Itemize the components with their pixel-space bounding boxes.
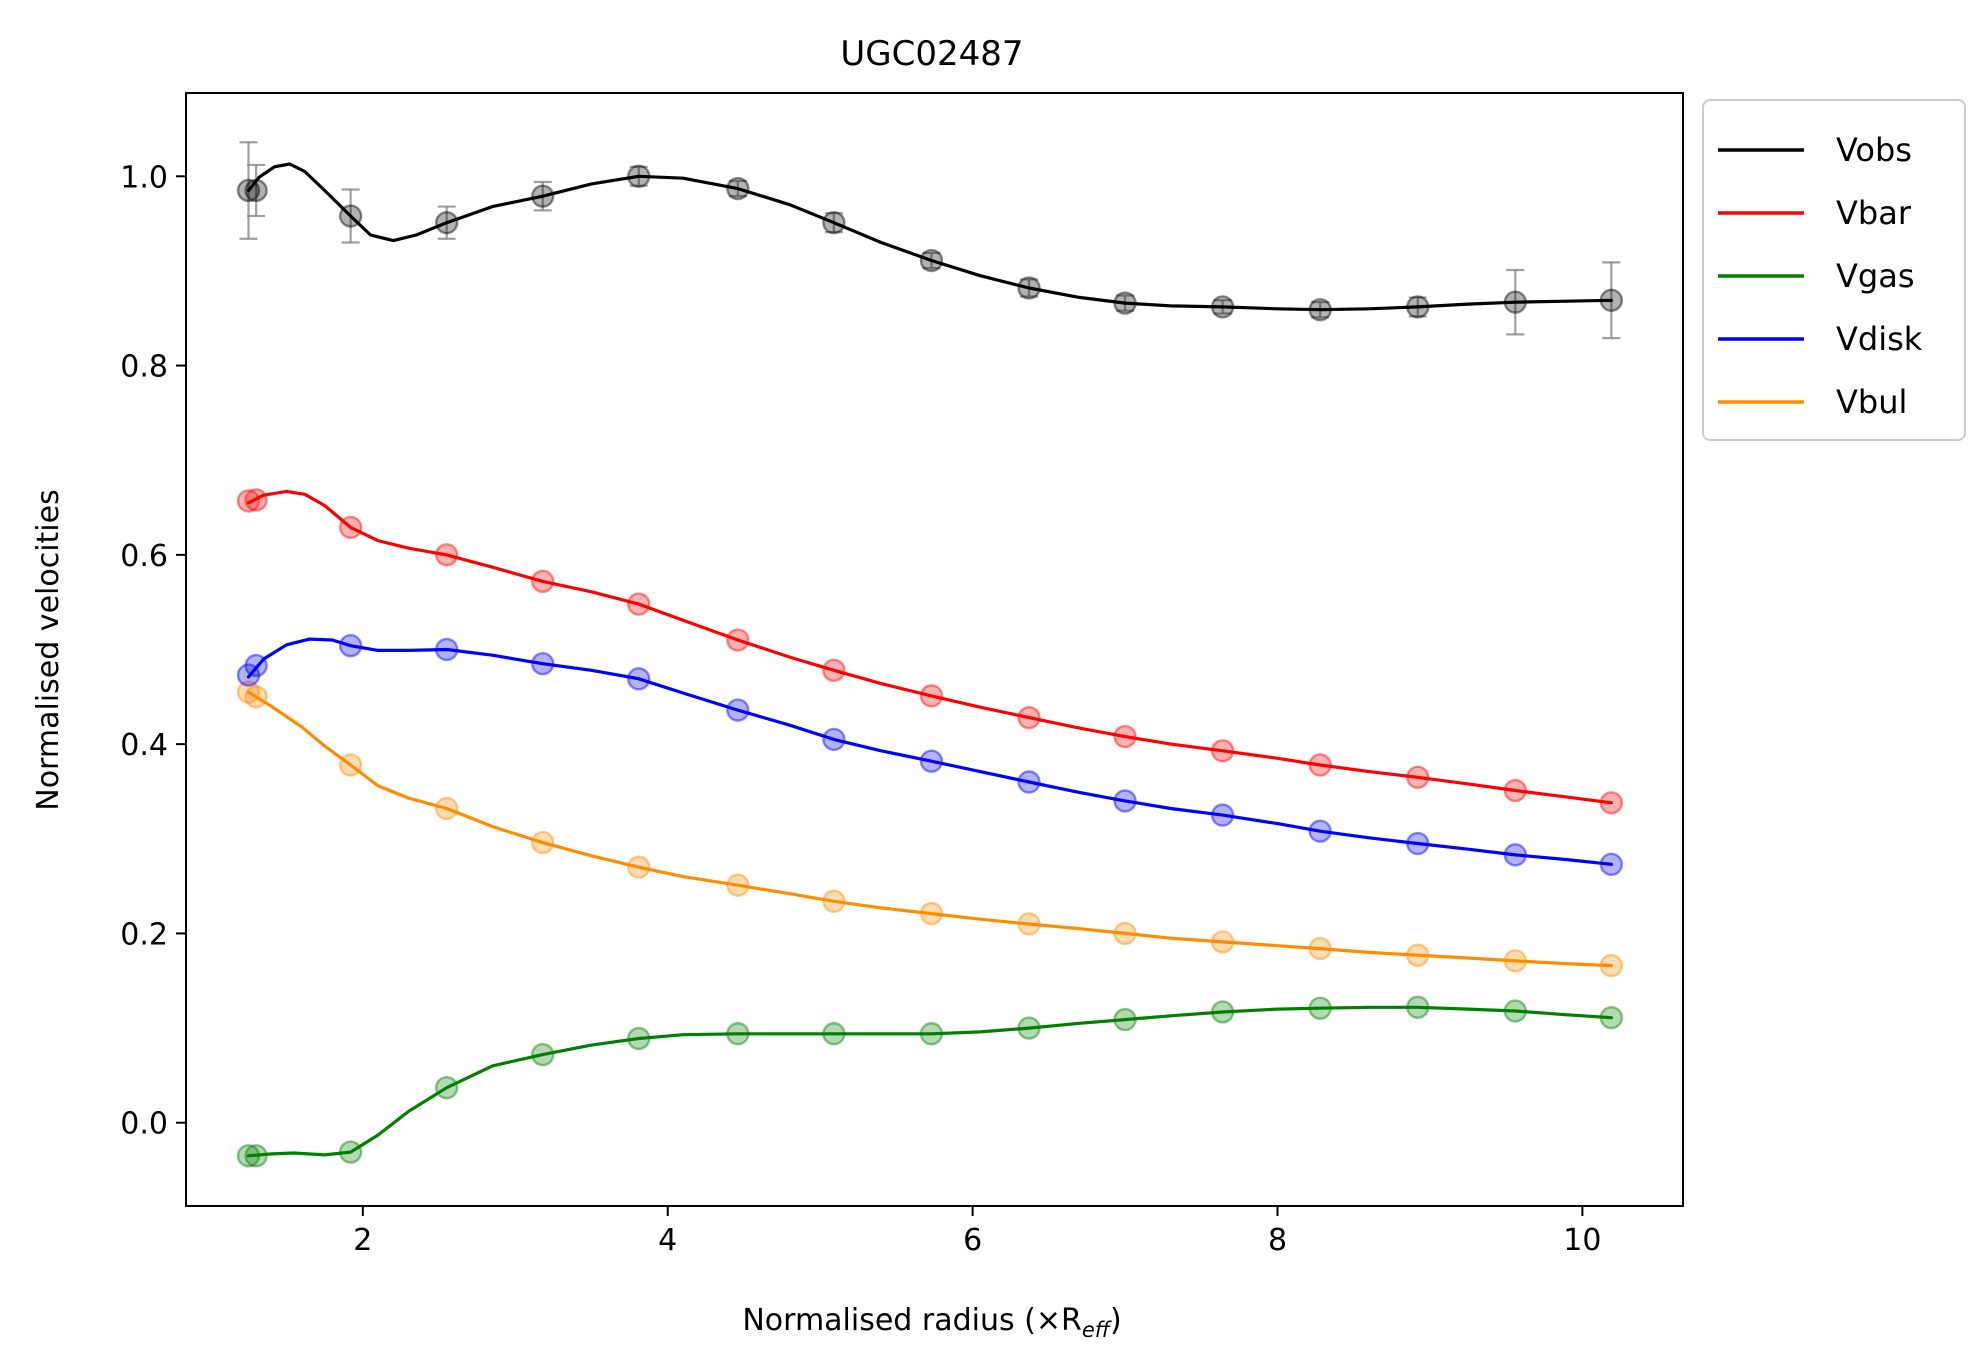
legend-text-vobs: Vobs (1836, 131, 1912, 169)
legend-text-vgas: Vgas (1836, 257, 1914, 295)
series-vdisk (236, 634, 1624, 877)
series-line-vdisk (246, 637, 1613, 866)
y-tick-label: 0.8 (120, 350, 168, 385)
y-tick-label: 1.0 (120, 160, 168, 195)
x-axis-label-subscript: eff (1082, 1318, 1113, 1342)
y-axis: 0.0 0.2 0.4 0.6 0.8 1.0 (120, 160, 186, 1142)
legend-text-vdisk: Vdisk (1836, 320, 1923, 358)
x-axis-label-main: Normalised radius (×R (742, 1303, 1082, 1338)
x-axis: 2 4 6 8 10 (353, 1206, 1601, 1258)
y-tick-label: 0.0 (120, 1107, 168, 1142)
x-tick-label: 2 (353, 1223, 372, 1258)
series-line-vgas (246, 1005, 1613, 1158)
series-vbar (236, 488, 1624, 815)
x-tick-label: 10 (1563, 1223, 1601, 1258)
legend-box (1702, 99, 1966, 441)
series-line-vbar (246, 489, 1613, 805)
plot-marks (236, 141, 1624, 1168)
series-line-vobs (246, 162, 1613, 312)
series-vbul (236, 680, 1624, 978)
x-axis-label: Normalised radius (×Reff) (742, 1303, 1121, 1342)
x-tick-label: 4 (658, 1223, 677, 1258)
legend-text-vbul: Vbul (1836, 383, 1907, 421)
series-line-vbul (246, 690, 1613, 968)
series-vgas (236, 995, 1624, 1168)
series-vobs (236, 141, 1624, 340)
x-tick-label: 8 (1268, 1223, 1287, 1258)
y-tick-label: 0.2 (120, 917, 168, 952)
x-axis-label-close: ) (1110, 1303, 1122, 1338)
y-tick-label: 0.4 (120, 728, 168, 763)
x-tick-label: 6 (963, 1223, 982, 1258)
data-point-vbar (236, 489, 261, 513)
legend-text-vbar: Vbar (1836, 194, 1912, 232)
chart-title: UGC02487 (840, 34, 1023, 74)
legend: Vobs Vbar Vgas Vdisk Vbul (1702, 99, 1966, 441)
y-tick-label: 0.6 (120, 539, 168, 574)
plot-frame (185, 92, 1684, 1207)
y-axis-label: Normalised velocities (31, 489, 66, 810)
